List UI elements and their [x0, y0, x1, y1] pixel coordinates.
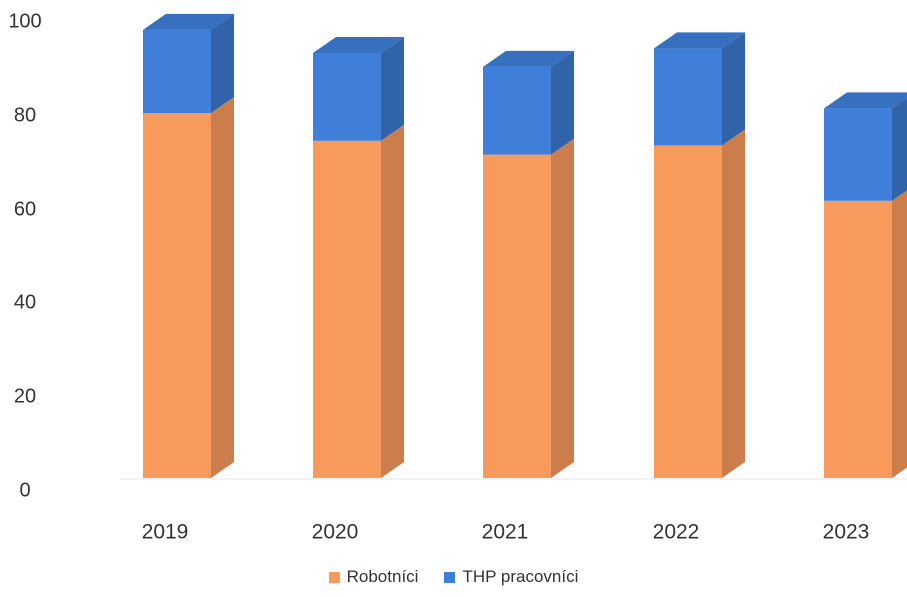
x-tick-label-2021: 2021 — [482, 521, 529, 544]
bar-side-thp-2022 — [722, 32, 745, 146]
legend-swatch-robotnici — [328, 571, 340, 583]
bar-group-2022 — [654, 32, 745, 479]
x-tick-label-2020: 2020 — [312, 521, 359, 544]
y-tick-label-80: 80 — [14, 104, 36, 126]
bar-robotnici-2023 — [824, 200, 892, 479]
y-tick-label-60: 60 — [14, 198, 36, 220]
bar-side-robotnici-2021 — [551, 138, 574, 478]
y-tick-label-20: 20 — [14, 385, 36, 407]
legend-item-thp: THP pracovníci — [444, 567, 578, 587]
legend: Robotníci THP pracovníci — [0, 567, 907, 587]
bar-top-2020 — [313, 36, 404, 53]
bars-group — [120, 13, 907, 480]
bar-robotnici-2021 — [483, 154, 551, 478]
y-tick-label-0: 0 — [19, 479, 30, 501]
legend-label-robotnici: Robotníci — [346, 567, 419, 586]
y-axis-ticks: 0 20 40 60 80 100 — [8, 10, 41, 501]
bar-robotnici-2019 — [143, 113, 211, 479]
y-tick-label-100: 100 — [8, 10, 41, 32]
bar-top-2022 — [654, 32, 745, 49]
bar-thp-2023 — [824, 108, 892, 201]
bar-side-thp-2023 — [892, 97, 907, 201]
bar-group-2023 — [824, 92, 907, 479]
y-tick-label-40: 40 — [14, 291, 36, 313]
bar-thp-2021 — [483, 66, 551, 155]
bar-side-thp-2019 — [211, 13, 234, 114]
bar-thp-2020 — [313, 52, 381, 141]
x-tick-label-2019: 2019 — [142, 521, 189, 544]
legend-label-thp: THP pracovníci — [462, 567, 579, 586]
bar-top-2023 — [824, 92, 907, 109]
bar-top-2019 — [143, 13, 234, 30]
bar-side-thp-2021 — [551, 50, 574, 155]
bar-robotnici-2022 — [654, 145, 722, 479]
bar-group-2019 — [143, 13, 234, 479]
bar-side-robotnici-2020 — [381, 124, 404, 479]
bar-group-2020 — [313, 36, 404, 479]
bar-side-robotnici-2022 — [722, 129, 745, 479]
x-tick-label-2022: 2022 — [653, 521, 700, 544]
bar-robotnici-2020 — [313, 140, 381, 479]
bar-thp-2022 — [654, 48, 722, 146]
bar-thp-2019 — [143, 29, 211, 114]
bar-side-robotnici-2023 — [892, 190, 907, 478]
x-tick-label-2023: 2023 — [823, 521, 870, 544]
legend-swatch-thp — [444, 571, 456, 583]
bar-top-2021 — [483, 50, 574, 67]
legend-item-robotnici: Robotníci — [328, 567, 419, 587]
bar-group-2021 — [483, 50, 574, 478]
bar-side-thp-2020 — [381, 36, 404, 141]
bar-side-robotnici-2019 — [211, 97, 234, 479]
x-axis-labels: 2019 2020 2021 2022 2023 — [142, 521, 870, 544]
